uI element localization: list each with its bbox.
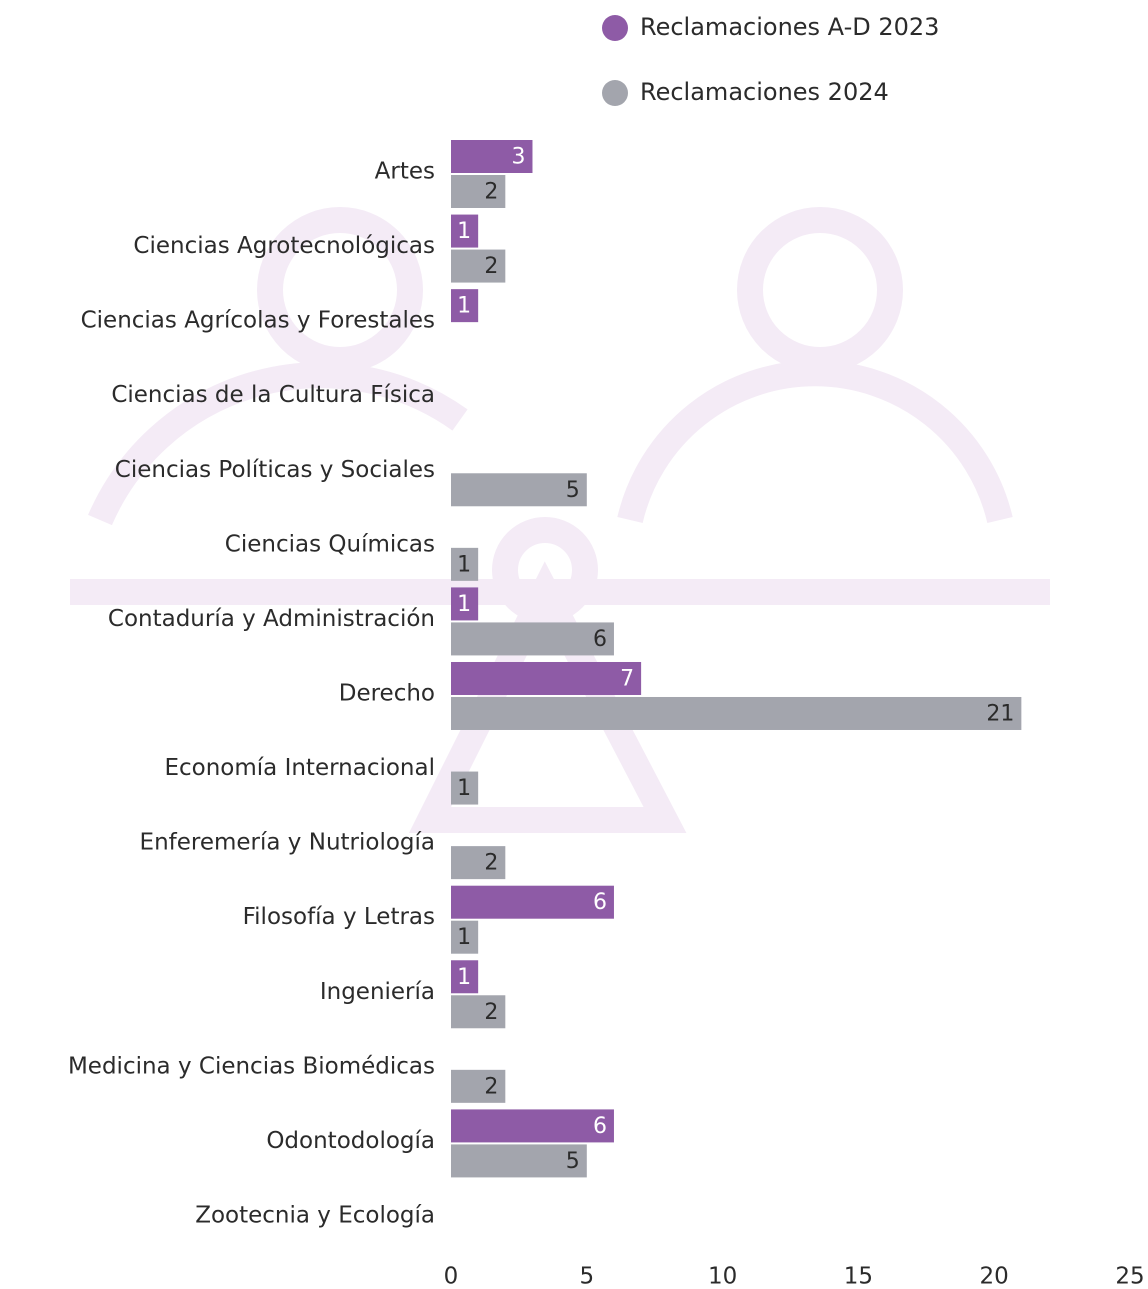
category-label: Enferemería y Nutriología [140,830,435,856]
category-label: Ciencias de la Cultura Física [111,382,435,408]
value-label: 6 [593,1114,607,1139]
value-label: 5 [566,478,580,503]
category-label: Filosofía y Letras [243,904,435,930]
value-label: 2 [484,254,498,279]
value-label: 5 [566,1149,580,1174]
value-label: 21 [986,701,1014,726]
x-tick-label: 5 [579,1264,594,1289]
value-label: 2 [484,180,498,205]
value-label: 7 [620,666,634,691]
legend-label: Reclamaciones A-D 2023 [640,13,939,41]
category-label: Ciencias Agrícolas y Forestales [81,308,435,334]
category-label: Odontodología [266,1128,435,1154]
value-label: 1 [457,219,471,244]
legend-marker [602,15,628,41]
bar [451,622,614,655]
category-label: Artes [375,159,435,185]
value-label: 2 [484,1074,498,1099]
value-label: 1 [457,965,471,990]
chart: Reclamaciones A-D 2023 Reclamaciones 2024… [0,0,1148,1289]
category-label: Economía Internacional [164,755,435,781]
x-tick-label: 10 [708,1264,737,1289]
bar [451,662,641,695]
value-label: 6 [593,627,607,652]
legend-marker [602,80,628,106]
category-label: Contaduría y Administración [108,606,435,632]
value-label: 3 [511,145,525,170]
x-tick-label: 15 [844,1264,873,1289]
value-label: 1 [457,552,471,577]
bar [451,1109,614,1142]
category-label: Ciencias Químicas [225,531,435,557]
category-label: Derecho [339,680,435,706]
value-label: 2 [484,1000,498,1025]
legend-label: Reclamaciones 2024 [640,78,889,106]
category-label: Ingeniería [320,979,435,1005]
category-label: Zootecnia y Ecología [195,1202,435,1228]
x-tick-label: 25 [1115,1264,1144,1289]
value-label: 1 [457,294,471,319]
category-label: Ciencias Políticas y Sociales [115,457,435,483]
value-label: 6 [593,890,607,915]
value-label: 1 [457,776,471,801]
value-label: 1 [457,592,471,617]
value-label: 1 [457,925,471,950]
bar [451,697,1021,730]
x-tick-label: 0 [444,1264,459,1289]
category-label: Medicina y Ciencias Biomédicas [68,1053,435,1079]
bar [451,886,614,919]
category-label: Ciencias Agrotecnológicas [133,233,435,259]
x-tick-label: 20 [980,1264,1009,1289]
value-label: 2 [484,851,498,876]
